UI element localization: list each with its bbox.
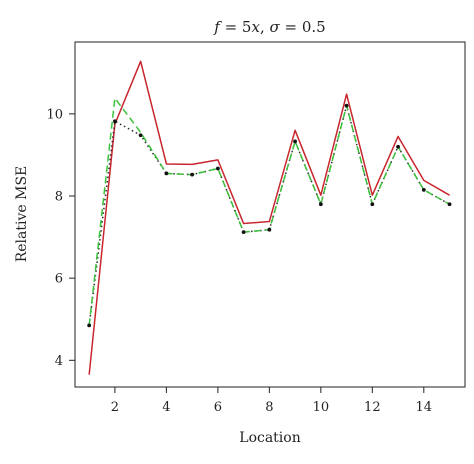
y-tick-label: 6 [55, 272, 63, 287]
x-tick-label: 12 [364, 400, 381, 415]
series-2-point [421, 187, 426, 192]
chart-title: f = 5x, σ = 0.5 [213, 18, 325, 36]
x-tick-label: 8 [265, 400, 273, 415]
series-2-point [164, 171, 169, 176]
x-axis: 2 4 6 8 10 12 14 [111, 387, 432, 415]
title-part-sigma: σ [270, 18, 281, 36]
title-part-comma: , [260, 18, 270, 36]
series-2-point [344, 103, 349, 108]
series-2-point [447, 202, 452, 207]
series-2-point [190, 172, 195, 177]
series-2-point [267, 227, 272, 232]
title-part-eq: = 5 [220, 18, 252, 36]
series-2-point [215, 166, 220, 171]
series-2-point [318, 202, 323, 207]
x-axis-label: Location [239, 430, 300, 446]
x-tick-label: 10 [313, 400, 330, 415]
x-tick-label: 2 [111, 400, 119, 415]
x-tick-label: 6 [214, 400, 222, 415]
series-2-point [241, 230, 246, 235]
series-layer [87, 60, 452, 375]
y-tick-label: 8 [55, 190, 63, 205]
series-2-point [138, 133, 143, 138]
series-2-point [396, 144, 400, 149]
x-tick-label: 14 [416, 400, 433, 415]
title-part-value: = 0.5 [280, 18, 326, 36]
title-part-f: f [213, 18, 222, 36]
series-3-line [88, 97, 450, 326]
series-2-point [370, 202, 375, 207]
y-axis: 4 6 8 10 [46, 107, 75, 369]
series-1-line [88, 60, 450, 375]
y-axis-label: Relative MSE [14, 166, 30, 263]
series-2-point [293, 139, 297, 144]
series-2-point [113, 119, 117, 124]
series-2-line [88, 104, 450, 326]
series-2-point [87, 323, 92, 328]
x-tick-label: 4 [162, 400, 170, 415]
title-part-x: x [251, 18, 260, 36]
y-tick-label: 10 [46, 107, 63, 122]
plot-frame [74, 41, 466, 388]
y-tick-label: 4 [55, 354, 63, 369]
